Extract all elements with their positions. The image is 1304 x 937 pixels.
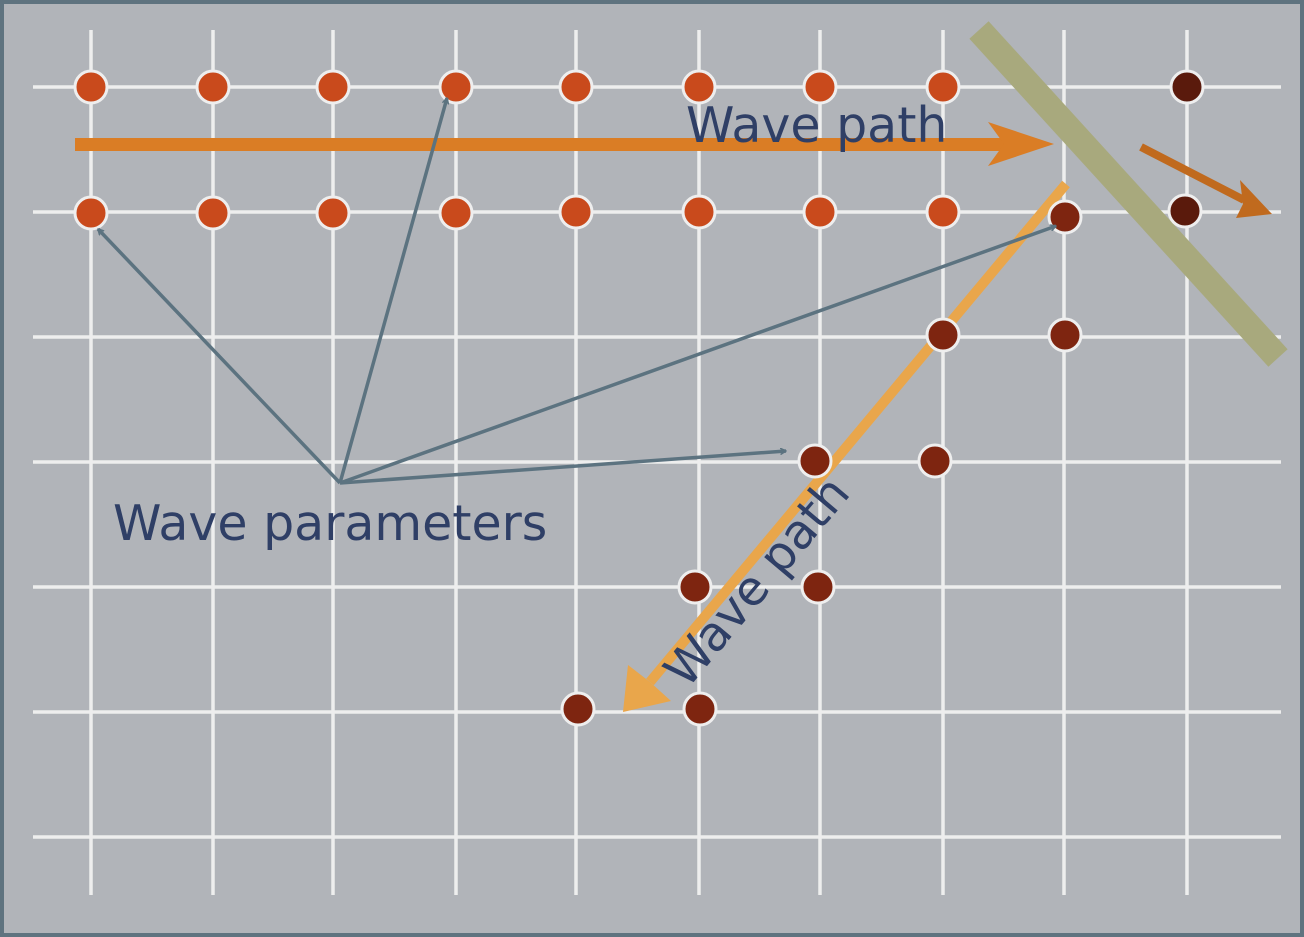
dot-dark [1169,69,1205,105]
dot-orange [315,195,351,231]
dot-orange [802,194,838,230]
dot-orange [315,69,351,105]
reflected-arrow [1139,143,1272,218]
dot-red [1047,199,1083,235]
dot-orange [195,195,231,231]
dot-red [1047,317,1083,353]
dot-orange [925,69,961,105]
dot-orange [681,69,717,105]
dot-orange [802,69,838,105]
wave-path-diagonal-arrow [623,180,1070,712]
dot-orange [558,69,594,105]
dot-orange [73,195,109,231]
dot-orange [925,194,961,230]
dot-orange [73,69,109,105]
dot-orange [438,69,474,105]
grid [33,30,1281,895]
dot-orange [195,69,231,105]
dot-orange [438,195,474,231]
parameter-arrow [339,451,786,485]
parameter-arrows [96,98,1056,485]
dots [73,69,1205,727]
wave-path-top-arrow [75,122,1054,166]
parameter-arrow [339,226,1056,485]
dot-red [797,443,833,479]
dot-red [925,317,961,353]
dot-red [800,569,836,605]
dot-orange [681,194,717,230]
parameter-arrow [338,98,447,484]
parameter-arrow [96,227,342,485]
barrier [969,21,1288,367]
wave-path-top-label: Wave path [686,97,947,154]
dot-dark [1167,193,1203,229]
dot-red [677,569,713,605]
dot-red [917,443,953,479]
dot-orange [558,194,594,230]
dot-red [682,691,718,727]
wave-parameters-label: Wave parameters [113,495,547,552]
dot-red [560,691,596,727]
